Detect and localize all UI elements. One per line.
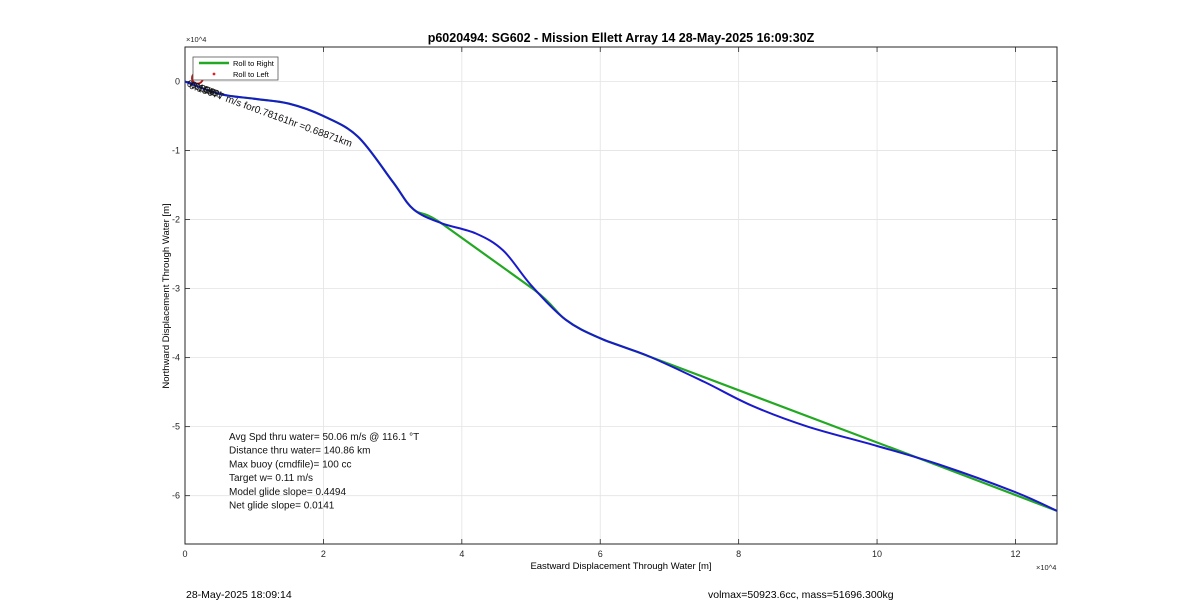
stats-line: Distance thru water= 140.86 km [229,446,370,457]
footer-timestamp: 28-May-2025 18:09:14 [186,589,292,601]
x-tick-label: 12 [1010,549,1020,559]
stats-line: Avg Spd thru water= 50.06 m/s @ 116.1 °T [229,432,419,443]
stats-line: Net glide slope= 0.0141 [229,501,335,512]
legend-label-roll-to-right: Roll to Right [233,59,275,68]
y-tick-label: -6 [172,491,180,501]
legend-swatch-roll-to-left [212,72,216,76]
footer-vol-mass: volmax=50923.6cc, mass=51696.300kg [708,589,894,601]
stats-line: Model glide slope= 0.4494 [229,487,346,498]
x-axis-multiplier: ×10^4 [1036,563,1056,572]
x-tick-label: 2 [321,549,326,559]
y-axis-label: Northward Displacement Through Water [m] [161,203,172,388]
x-tick-label: 0 [182,549,187,559]
legend: Roll to Right Roll to Left [192,56,279,81]
y-tick-label: -2 [172,215,180,225]
y-tick-label: -1 [172,146,180,156]
chart-title: p6020494: SG602 - Mission Ellett Array 1… [428,31,815,45]
start-segment [184,81,199,85]
axes-box [184,46,1058,545]
x-tick-label: 4 [459,549,464,559]
x-tick-labels: 0 2 4 6 8 10 12 [182,549,1020,559]
y-tick-label: -4 [172,353,180,363]
series-layer [185,80,1057,512]
grid-lines [184,47,1057,544]
x-tick-label: 8 [736,549,741,559]
y-axis-multiplier: ×10^4 [186,35,206,44]
x-tick-label: 10 [872,549,882,559]
legend-label-roll-to-left: Roll to Left [233,70,270,79]
x-axis-label: Eastward Displacement Through Water [m] [530,561,711,572]
stats-block: Avg Spd thru water= 50.06 m/s @ 116.1 °T… [229,432,419,512]
stats-line: Target w= 0.11 m/s [229,473,313,484]
x-tick-marks [184,47,1016,544]
x-tick-label: 6 [598,549,603,559]
annotation-layer: 0.15677 m/s for0.78161hr =0.68871km0.152… [184,71,353,150]
y-tick-label: -5 [172,422,180,432]
stats-line: Max buoy (cmdfile)= 100 cc [229,459,352,470]
series-line-2 [185,80,1057,512]
y-tick-label: -3 [172,284,180,294]
y-tick-labels: 0 -1 -2 -3 -4 -5 -6 [172,77,180,501]
y-tick-label: 0 [175,77,180,87]
